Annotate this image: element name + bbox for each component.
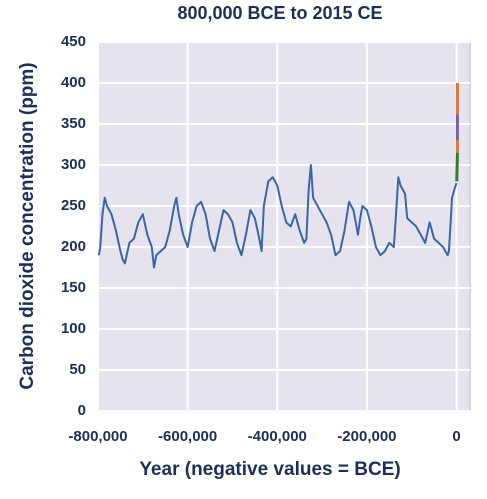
y-tick-label: 0	[78, 402, 86, 419]
y-axis-label: Carbon dioxide concentration (ppm)	[17, 62, 38, 389]
x-tick-label: -600,000	[158, 428, 217, 445]
y-tick-label: 150	[61, 279, 86, 296]
plot-area	[98, 42, 470, 411]
y-tick-label: 300	[61, 156, 86, 173]
x-tick-label: -400,000	[248, 428, 307, 445]
x-tick-label: -200,000	[337, 428, 396, 445]
y-tick-label: 400	[61, 74, 86, 91]
y-tick-label: 450	[61, 33, 86, 50]
series-line	[457, 153, 458, 182]
y-tick-label: 200	[61, 238, 86, 255]
x-axis-label: Year (negative values = BCE)	[139, 459, 400, 480]
y-tick-label: 250	[61, 197, 86, 214]
x-tick-label: -800,000	[68, 428, 127, 445]
x-tick-label: 0	[452, 428, 460, 445]
y-tick-label: 350	[61, 115, 86, 132]
chart-title: 800,000 BCE to 2015 CE	[177, 3, 382, 23]
y-tick-label: 100	[61, 320, 86, 337]
y-tick-label: 50	[69, 361, 86, 378]
